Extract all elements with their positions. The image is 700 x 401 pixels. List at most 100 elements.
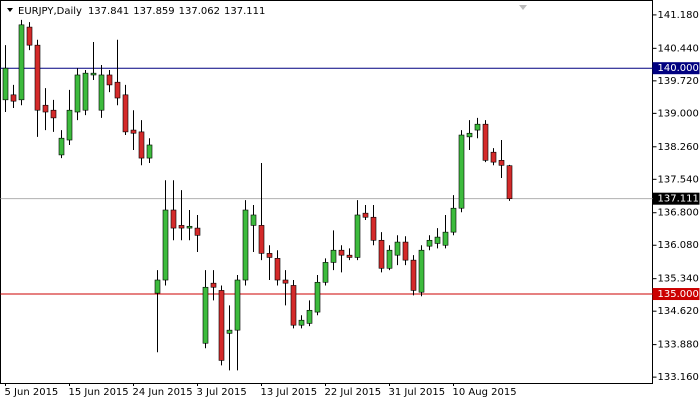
x-tick-label: 24 Jun 2015 [133,387,193,398]
y-tick-label: 141.180 [658,10,699,21]
y-tick-label: 140.440 [658,43,699,54]
candle-body [178,225,185,229]
candle-body [386,249,393,269]
candle-body [82,72,89,111]
candle-body [226,329,233,334]
candle-body [418,249,425,293]
candle-body [106,74,113,86]
candle-body [2,67,9,101]
level-tag-label: 140.000 [658,63,699,74]
y-tick-label: 134.620 [658,306,699,317]
candle-body [378,239,385,269]
y-tick-label: 133.160 [658,372,699,383]
candle-body [98,74,105,111]
plot-frame [0,0,653,384]
candle-body [138,131,145,159]
y-tick-label: 133.880 [658,340,699,351]
y-tick-label: 139.000 [658,108,699,119]
x-tick-label: 22 Jul 2015 [325,387,382,398]
x-tick-label: 31 Jul 2015 [389,387,446,398]
candle-body [394,241,401,256]
candle-body [282,279,289,284]
y-tick-label: 136.800 [658,208,699,219]
candle-body [10,94,17,102]
candle-body [66,109,73,141]
y-tick-label: 136.080 [658,240,699,251]
chart-header: EURJPY,Daily 137.841 137.859 137.062 137.111 [18,6,265,17]
candle-body [18,24,25,101]
candle-body [290,285,297,326]
close-value: 137.111 [224,6,265,17]
x-tick-label: 3 Jul 2015 [197,387,247,398]
x-tick-label: 5 Jun 2015 [5,387,59,398]
candle-body [130,129,137,134]
high-value: 137.859 [133,6,174,17]
candle-body [450,207,457,233]
candle-body [258,225,265,254]
menu-arrow [7,8,13,12]
candle-body [306,309,313,324]
scroll-marker [519,5,527,10]
level-tag [652,62,700,75]
candle-body [362,212,369,218]
candle-body [202,286,209,344]
candle-body [122,94,129,133]
candle-body [154,279,161,294]
candle-body [210,282,217,288]
candle-body [458,134,465,209]
candle-body [26,26,33,46]
candle-body [34,44,41,111]
candle-body [330,249,337,263]
candle-body [354,214,361,258]
candle-body [50,109,57,119]
candle-body [442,231,449,246]
candle-body [74,74,81,113]
candle-body [410,259,417,291]
open-value: 137.841 [88,6,129,17]
candle-body [434,236,441,244]
candle-body [474,123,481,131]
symbol: EURJPY,Daily [18,6,82,17]
candle-body [402,241,409,261]
candle-body [322,262,329,283]
candle-body [426,239,433,247]
level-tag [652,288,700,301]
candle-body [146,144,153,159]
candle-body [274,258,281,281]
y-tick-label: 139.720 [658,76,699,87]
candle-body [506,165,513,199]
level-tag [652,192,700,205]
candle-body [466,132,473,138]
candle-body [314,281,321,313]
candle-body [250,214,257,226]
level-tag-label: 137.111 [658,194,699,205]
candle-body [186,225,193,229]
candle-body [234,279,241,331]
x-tick-label: 13 Jul 2015 [261,387,318,398]
candle-body [298,319,305,326]
candle-body [90,72,97,76]
candle-body [58,137,65,156]
candle-body [482,123,489,161]
candle-body [370,216,377,241]
candle-body [338,249,345,256]
candle-body [218,290,225,361]
y-tick-label: 138.260 [658,142,699,153]
candle-body [170,209,177,229]
y-tick-label: 135.340 [658,274,699,285]
x-tick-label: 15 Jun 2015 [69,387,129,398]
candle-body [490,151,497,163]
candle-body [242,209,249,281]
candle-body [194,227,201,236]
y-tick-label: 137.540 [658,174,699,185]
candle-body [266,253,273,258]
candle-body [42,104,49,113]
low-value: 137.062 [179,6,220,17]
candle-body [346,254,353,258]
x-tick-label: 10 Aug 2015 [453,387,517,398]
candle-body [498,160,505,166]
candle-body [114,81,121,99]
level-tag-label: 135.000 [658,289,699,300]
candle-body [162,209,169,281]
